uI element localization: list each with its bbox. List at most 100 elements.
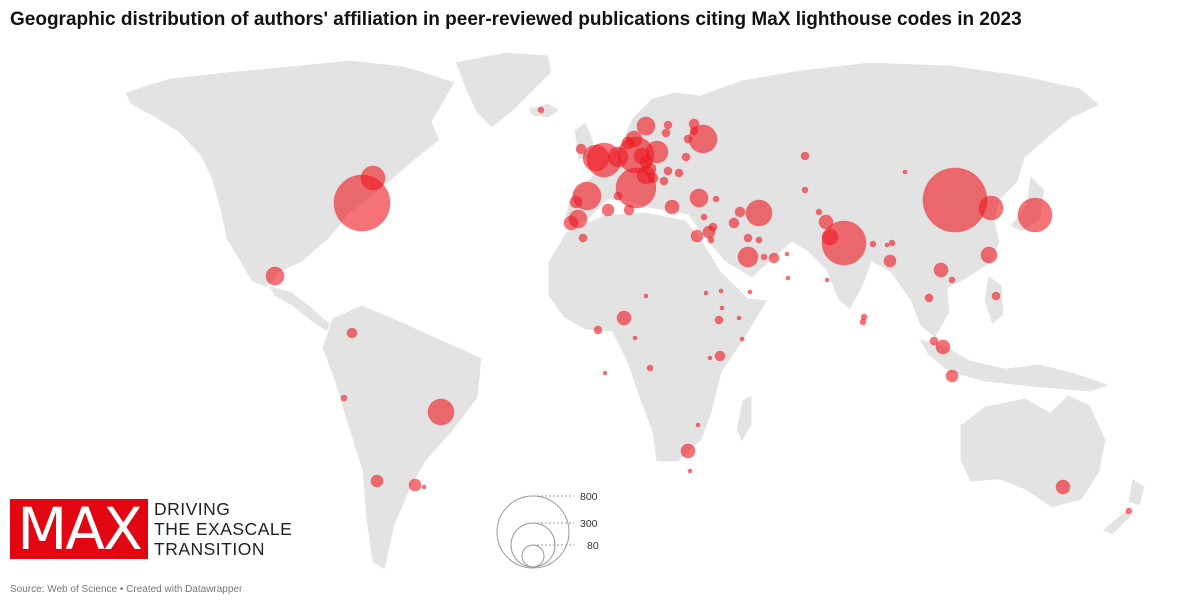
bubble-69 <box>902 169 908 175</box>
bubble-82 <box>760 253 768 261</box>
bubble-85 <box>785 275 791 281</box>
bubble-84 <box>784 251 790 257</box>
legend-circle-80 <box>521 544 545 568</box>
logo-tagline-line1: DRIVING <box>154 499 231 519</box>
bubble-91 <box>593 325 603 335</box>
bubble-92 <box>632 335 638 341</box>
bubble-80 <box>945 369 959 383</box>
bubble-57 <box>801 186 809 194</box>
bubble-56 <box>800 151 810 161</box>
bubble-64 <box>859 318 867 326</box>
source-note: Source: Web of Science • Created with Da… <box>10 584 243 595</box>
bubble-70 <box>922 167 988 233</box>
bubble-72 <box>980 246 998 264</box>
land-madagascar <box>735 394 753 443</box>
bubble-10 <box>575 143 587 155</box>
bubble-22 <box>688 124 718 154</box>
bubble-45 <box>712 195 720 203</box>
bubble-87 <box>747 289 753 295</box>
bubble-89 <box>643 293 649 299</box>
bubble-96 <box>719 305 725 311</box>
bubble-101 <box>680 443 696 459</box>
bubble-38 <box>569 195 583 209</box>
bubble-78 <box>929 336 939 346</box>
land-philippines <box>983 274 1005 326</box>
bubble-53 <box>690 229 704 243</box>
land-south-america <box>321 304 483 571</box>
bubble-58 <box>815 208 823 216</box>
bubble-51 <box>702 225 716 239</box>
max-logo-tagline: DRIVING THE EXASCALE TRANSITION <box>154 499 292 559</box>
bubble-54 <box>743 233 753 243</box>
bubble-66 <box>884 242 890 248</box>
legend-label-300: 300 <box>580 518 598 530</box>
bubble-103 <box>602 370 608 376</box>
land-iceland <box>527 102 561 119</box>
legend-circle-800 <box>496 495 570 569</box>
bubble-43 <box>664 199 680 215</box>
bubble-81 <box>737 246 759 268</box>
bubble-47 <box>745 199 773 227</box>
bubble-95 <box>714 350 726 362</box>
bubble-90 <box>616 310 632 326</box>
bubble-9 <box>537 106 545 114</box>
logo-tagline-line3: TRANSITION <box>154 539 265 559</box>
bubble-67 <box>883 254 897 268</box>
bubble-59 <box>818 214 834 230</box>
bubble-17 <box>663 120 673 130</box>
logo-tagline-line2: THE EXASCALE <box>154 519 293 539</box>
bubble-105 <box>1125 507 1133 515</box>
bubble-6 <box>370 474 384 488</box>
bubble-49 <box>700 213 708 221</box>
bubble-36 <box>613 191 623 201</box>
bubble-99 <box>707 355 713 361</box>
bubble-2 <box>265 266 285 286</box>
bubble-42 <box>578 233 588 243</box>
bubble-33 <box>681 152 691 162</box>
bubble-7 <box>408 478 422 492</box>
bubble-74 <box>933 262 949 278</box>
max-logo: MAX DRIVING THE EXASCALE TRANSITION <box>10 499 292 559</box>
bubble-layer <box>265 106 1133 515</box>
bubble-88 <box>703 290 709 296</box>
bubble-62 <box>824 277 830 283</box>
bubble-55 <box>755 236 763 244</box>
bubble-46 <box>734 206 746 218</box>
size-legend: 800 300 80 <box>496 491 599 569</box>
bubble-3 <box>346 327 358 339</box>
land-layer <box>124 51 1146 571</box>
bubble-32 <box>674 168 684 178</box>
bubble-8 <box>421 484 427 490</box>
land-greenland <box>454 51 553 129</box>
land-central-america <box>267 284 339 335</box>
bubble-104 <box>1055 479 1071 495</box>
bubble-98 <box>739 336 745 342</box>
bubble-83 <box>768 252 780 264</box>
land-north-america <box>124 59 456 289</box>
max-logo-mark: MAX <box>10 499 148 559</box>
bubble-65 <box>869 240 877 248</box>
bubble-16 <box>636 116 656 136</box>
bubble-27 <box>645 140 669 164</box>
bubble-71 <box>978 195 1004 221</box>
bubble-79 <box>935 339 951 355</box>
world-map: 800 300 80 <box>124 51 1146 571</box>
bubble-4 <box>340 394 348 402</box>
bubble-34 <box>615 167 657 209</box>
land-africa <box>547 211 769 463</box>
bubble-30 <box>659 176 669 186</box>
bubble-1 <box>360 165 386 191</box>
land-australia <box>959 394 1107 509</box>
bubble-5 <box>427 398 455 426</box>
bubble-44 <box>689 188 709 208</box>
legend-label-80: 80 <box>587 540 599 552</box>
bubble-48 <box>728 217 740 229</box>
bubble-93 <box>646 364 654 372</box>
land-new-zealand-south <box>1101 509 1133 536</box>
bubble-94 <box>714 315 724 325</box>
bubble-18 <box>661 128 671 138</box>
land-new-zealand <box>1127 477 1146 507</box>
bubble-100 <box>695 422 701 428</box>
bubble-86 <box>718 288 724 294</box>
bubble-41 <box>563 215 579 231</box>
